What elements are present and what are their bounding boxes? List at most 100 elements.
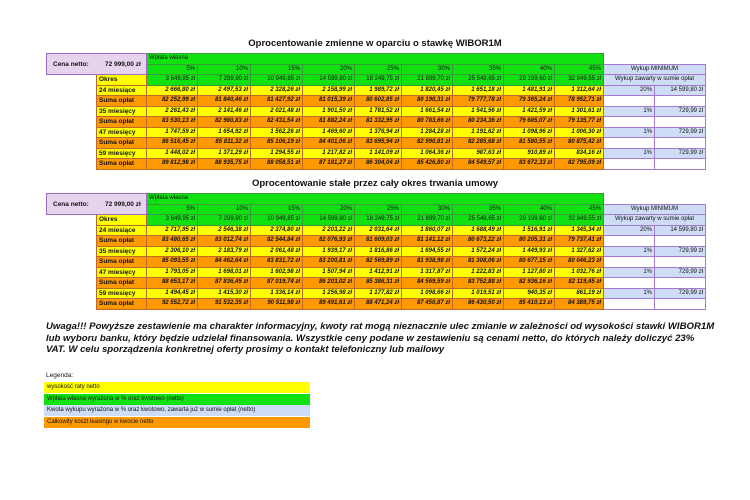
total-fees: 83 530,13 zł — [146, 116, 198, 128]
monthly-rate: 1 572,24 zł — [452, 245, 504, 257]
total-fees: 79 135,77 zł — [553, 116, 605, 128]
buyout-amount: 14 599,80 zł — [654, 224, 707, 236]
total-fees: 86 430,50 zł — [452, 298, 504, 310]
empty-cell — [603, 298, 656, 310]
total-fees: 80 046,23 zł — [553, 256, 605, 268]
empty-cell — [654, 95, 707, 107]
monthly-rate: 2 061,48 zł — [250, 245, 303, 257]
down-payment-amount: 14 599,80 zł — [302, 214, 355, 226]
monthly-rate: 1 006,30 zł — [553, 126, 605, 138]
total-fees: 85 811,32 zł — [197, 137, 251, 149]
monthly-rate: 2 717,95 zł — [146, 224, 198, 236]
total-fees: 83 012,74 zł — [197, 235, 251, 247]
empty-cell — [654, 116, 707, 128]
down-payment-header: Wpłata własna — [145, 193, 605, 205]
period-label: 24 miesiące — [96, 224, 147, 236]
total-fees: 82 990,81 zł — [401, 137, 453, 149]
total-fees: 82 544,84 zł — [250, 235, 303, 247]
monthly-rate: 2 031,64 zł — [354, 224, 402, 236]
total-fees: 81 308,06 zł — [452, 256, 504, 268]
monthly-rate: 1 698,01 zł — [197, 266, 251, 278]
monthly-rate: 1 284,28 zł — [401, 126, 453, 138]
empty-cell — [603, 158, 656, 170]
down-payment-percent: 35% — [452, 63, 504, 75]
monthly-rate: 2 546,38 zł — [197, 224, 251, 236]
down-payment-percent: 5% — [146, 203, 198, 215]
total-fees: 82 936,16 zł — [503, 277, 555, 289]
monthly-rate: 2 328,26 zł — [250, 84, 303, 96]
monthly-rate: 1 371,29 zł — [197, 147, 251, 159]
down-payment-percent: 35% — [452, 203, 504, 215]
monthly-rate: 1 820,45 zł — [401, 84, 453, 96]
monthly-rate: 1 019,51 zł — [452, 287, 504, 299]
total-fees: 87 450,87 zł — [401, 298, 453, 310]
total-fees: 84 462,64 zł — [197, 256, 251, 268]
total-fees: 82 252,99 zł — [146, 95, 198, 107]
down-payment-amount: 3 649,95 zł — [146, 214, 198, 226]
empty-cell — [654, 158, 707, 170]
total-fees: 86 304,04 zł — [354, 158, 402, 170]
total-fees: 78 952,71 zł — [553, 95, 605, 107]
total-fees: 82 431,54 zł — [250, 116, 303, 128]
variable-rate-table: Cena netto: 72 999,00 zł Wpłata własna 5% 10… — [46, 53, 707, 170]
total-fees: 80 875,42 zł — [553, 137, 605, 149]
down-payment-percent: 45% — [553, 203, 605, 215]
net-price-box: Cena netto: 72 999,00 zł — [46, 53, 147, 75]
total-fees: 92 552,72 zł — [146, 298, 198, 310]
total-fees: 80 673,22 zł — [452, 235, 504, 247]
down-payment-percent: 45% — [553, 63, 605, 75]
total-fees: 84 401,06 zł — [302, 137, 355, 149]
monthly-rate: 2 158,99 zł — [302, 84, 355, 96]
total-fees: 82 119,45 zł — [553, 277, 605, 289]
down-payment-amount: 29 199,60 zł — [503, 74, 555, 86]
total-fees: 83 200,81 zł — [302, 256, 355, 268]
monthly-rate: 1 562,26 zł — [250, 126, 303, 138]
monthly-rate: 1 781,52 zł — [354, 105, 402, 117]
empty-cell — [47, 299, 97, 310]
monthly-rate: 1 989,72 zł — [354, 84, 402, 96]
total-fees: 88 471,24 zł — [354, 298, 402, 310]
total-fees: 88 058,51 zł — [250, 158, 303, 170]
empty-cell — [47, 236, 97, 247]
table-row: Suma opłat 85 093,55 zł 84 462,64 zł 83 831… — [47, 256, 707, 268]
monthly-rate: 1 421,59 zł — [503, 105, 555, 117]
buyout-note: Wykup zawarty w sumie opłat — [603, 74, 707, 86]
down-payment-header: Wpłata własna — [145, 53, 605, 65]
buyout-percent: 1% — [603, 266, 656, 278]
period-label: 35 miesięcy — [96, 245, 147, 257]
down-payment-percent: 40% — [503, 63, 555, 75]
period-label: 24 miesiące — [96, 84, 147, 96]
down-payment-percent: 20% — [302, 63, 355, 75]
monthly-rate: 1 507,94 zł — [302, 266, 355, 278]
buyout-percent: 1% — [603, 105, 656, 117]
monthly-rate: 1 222,83 zł — [452, 266, 504, 278]
empty-cell — [604, 54, 706, 65]
buyout-amount: 729,99 zł — [654, 287, 707, 299]
down-payment-amount: 3 649,95 zł — [146, 74, 198, 86]
total-fees: 81 609,03 zł — [354, 235, 402, 247]
down-payment-amount: 25 549,65 zł — [452, 214, 504, 226]
empty-cell — [47, 75, 97, 86]
table-row: 35 miesięcy 2 261,43 zł 2 141,46 zł 2 021,4… — [47, 105, 707, 117]
buyout-header: Wykup MINIMUM — [603, 203, 707, 215]
total-fees: 80 602,85 zł — [354, 95, 402, 107]
buyout-percent: 1% — [603, 147, 656, 159]
total-fees-label: Suma opłat — [96, 277, 147, 289]
net-price-value: 72 999,00 zł — [105, 60, 141, 68]
empty-cell — [47, 246, 97, 257]
empty-cell — [47, 85, 97, 96]
monthly-rate: 1 654,92 zł — [197, 126, 251, 138]
monthly-rate: 1 098,66 zł — [401, 287, 453, 299]
down-payment-percent: 25% — [354, 63, 402, 75]
buyout-amount: 729,99 zł — [654, 147, 707, 159]
empty-cell — [47, 257, 97, 268]
net-price-value: 72 999,00 zł — [105, 200, 141, 208]
net-price-label: Cena netto: — [53, 200, 89, 208]
monthly-rate: 1 469,60 zł — [302, 126, 355, 138]
empty-cell — [603, 116, 656, 128]
total-fees: 82 980,83 zł — [197, 116, 251, 128]
total-fees: 81 427,92 zł — [250, 95, 303, 107]
empty-cell — [47, 138, 97, 149]
legend-item: Wpłata własna wyrażona w % oraz kwotowo … — [44, 393, 310, 405]
down-payment-amount: 14 599,80 zł — [302, 74, 355, 86]
